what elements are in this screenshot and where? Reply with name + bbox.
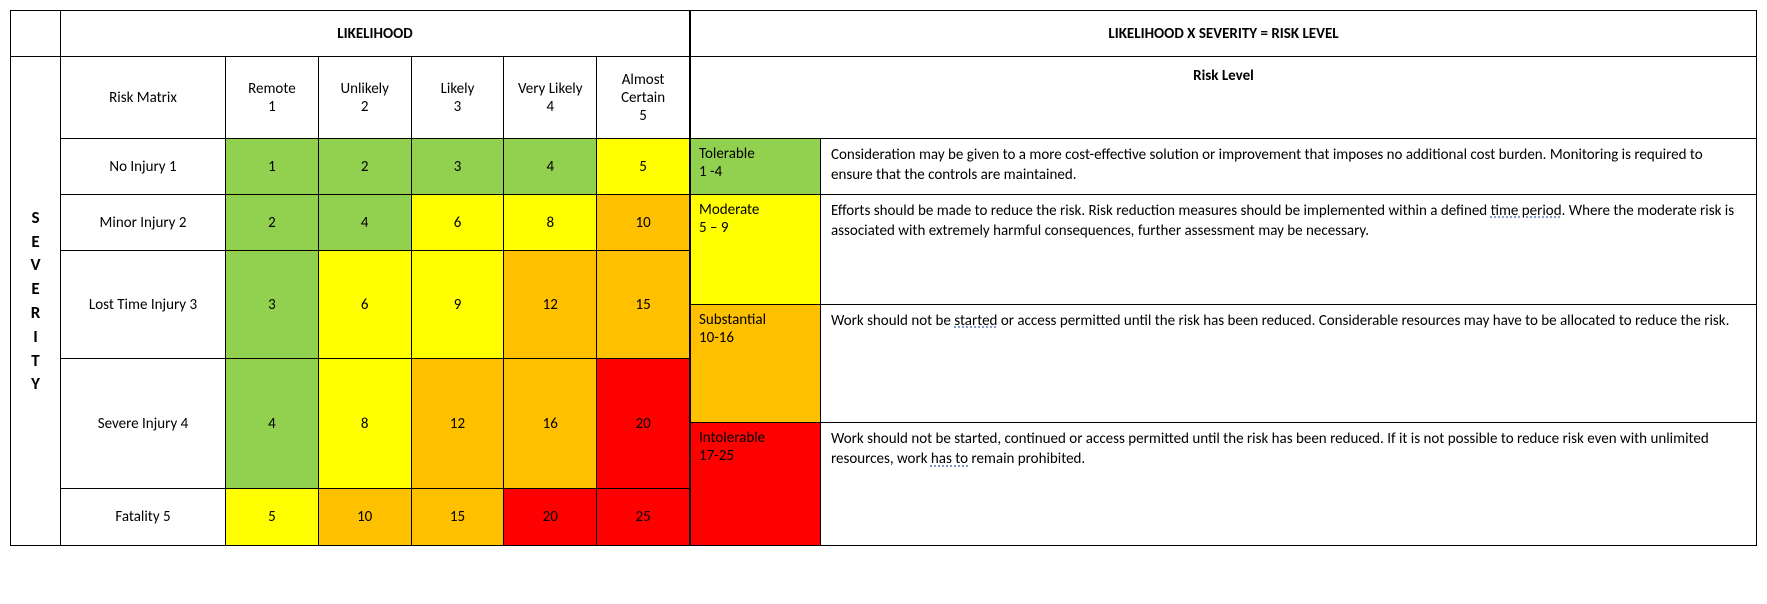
matrix-cell: 4 <box>504 139 597 194</box>
matrix-cell: 10 <box>597 195 689 250</box>
matrix-row-1: No Injury 1 12345 <box>61 139 689 195</box>
matrix-row-4: Severe Injury 4 48121620 <box>61 359 689 489</box>
col-header-3: Likely3 <box>412 57 505 138</box>
risk-level-key: Tolerable1 -4 <box>691 139 821 194</box>
matrix-cell: 2 <box>226 195 319 250</box>
risk-level-desc: Efforts should be made to reduce the ris… <box>821 195 1756 304</box>
severity-row-label: Severe Injury 4 <box>61 359 226 488</box>
risk-level-key: Intolerable17-25 <box>691 423 821 545</box>
matrix-cell: 12 <box>412 359 505 488</box>
severity-row-label: No Injury 1 <box>61 139 226 194</box>
matrix-cell: 3 <box>226 251 319 358</box>
risk-level-subtitle: Risk Level <box>691 57 1756 139</box>
risk-level-row-2: Moderate5 – 9 Efforts should be made to … <box>691 195 1756 305</box>
matrix-row-3: Lost Time Injury 3 3691215 <box>61 251 689 359</box>
risk-level-row-3: Substantial10-16 Work should not be star… <box>691 305 1756 423</box>
matrix-cell: 6 <box>412 195 505 250</box>
matrix-cell: 15 <box>597 251 689 358</box>
matrix-grid: Risk Matrix Remote1Unlikely2Likely3Very … <box>61 57 689 545</box>
severity-row-label: Fatality 5 <box>61 489 226 545</box>
matrix-cell: 8 <box>319 359 412 488</box>
severity-row-label: Minor Injury 2 <box>61 195 226 250</box>
risk-level-row-1: Tolerable1 -4 Consideration may be given… <box>691 139 1756 195</box>
risk-level-title: LIKELIHOOD X SEVERITY = RISK LEVEL <box>691 11 1756 57</box>
matrix-header-row: Risk Matrix Remote1Unlikely2Likely3Very … <box>61 57 689 139</box>
matrix-cell: 4 <box>226 359 319 488</box>
col-header-2: Unlikely2 <box>319 57 412 138</box>
matrix-cell: 20 <box>597 359 689 488</box>
risk-level-rows: Tolerable1 -4 Consideration may be given… <box>691 139 1756 545</box>
risk-level-key: Moderate5 – 9 <box>691 195 821 304</box>
col-header-4: Very Likely4 <box>504 57 597 138</box>
risk-level-panel: LIKELIHOOD X SEVERITY = RISK LEVEL Risk … <box>691 11 1756 545</box>
matrix-cell: 20 <box>504 489 597 545</box>
matrix-cell: 6 <box>319 251 412 358</box>
matrix-cell: 4 <box>319 195 412 250</box>
risk-level-desc: Consideration may be given to a more cos… <box>821 139 1756 194</box>
matrix-cell: 10 <box>319 489 412 545</box>
corner-cell <box>11 11 61 56</box>
severity-row-label: Lost Time Injury 3 <box>61 251 226 358</box>
matrix-cell: 12 <box>504 251 597 358</box>
matrix-cell: 15 <box>412 489 505 545</box>
matrix-left: LIKELIHOOD SEVERITY Risk Matrix Remote1U… <box>11 11 691 545</box>
risk-level-row-4: Intolerable17-25 Work should not be star… <box>691 423 1756 545</box>
matrix-row-5: Fatality 5 510152025 <box>61 489 689 545</box>
matrix-cell: 3 <box>412 139 505 194</box>
matrix-body: SEVERITY Risk Matrix Remote1Unlikely2Lik… <box>11 57 689 545</box>
likelihood-title: LIKELIHOOD <box>61 11 689 56</box>
risk-level-desc: Work should not be started or access per… <box>821 305 1756 422</box>
matrix-cell: 1 <box>226 139 319 194</box>
matrix-cell: 9 <box>412 251 505 358</box>
matrix-cell: 25 <box>597 489 689 545</box>
matrix-row-2: Minor Injury 2 246810 <box>61 195 689 251</box>
risk-matrix-table: LIKELIHOOD SEVERITY Risk Matrix Remote1U… <box>10 10 1757 546</box>
matrix-cell: 2 <box>319 139 412 194</box>
row-header-title: Risk Matrix <box>61 57 226 138</box>
severity-vertical-label: SEVERITY <box>11 57 61 545</box>
matrix-cell: 5 <box>597 139 689 194</box>
col-header-5: Almost Certain5 <box>597 57 689 138</box>
likelihood-header-row: LIKELIHOOD <box>11 11 689 57</box>
col-header-1: Remote1 <box>226 57 319 138</box>
matrix-cell: 5 <box>226 489 319 545</box>
matrix-cell: 16 <box>504 359 597 488</box>
matrix-cell: 8 <box>504 195 597 250</box>
risk-level-desc: Work should not be started, continued or… <box>821 423 1756 545</box>
risk-level-key: Substantial10-16 <box>691 305 821 422</box>
